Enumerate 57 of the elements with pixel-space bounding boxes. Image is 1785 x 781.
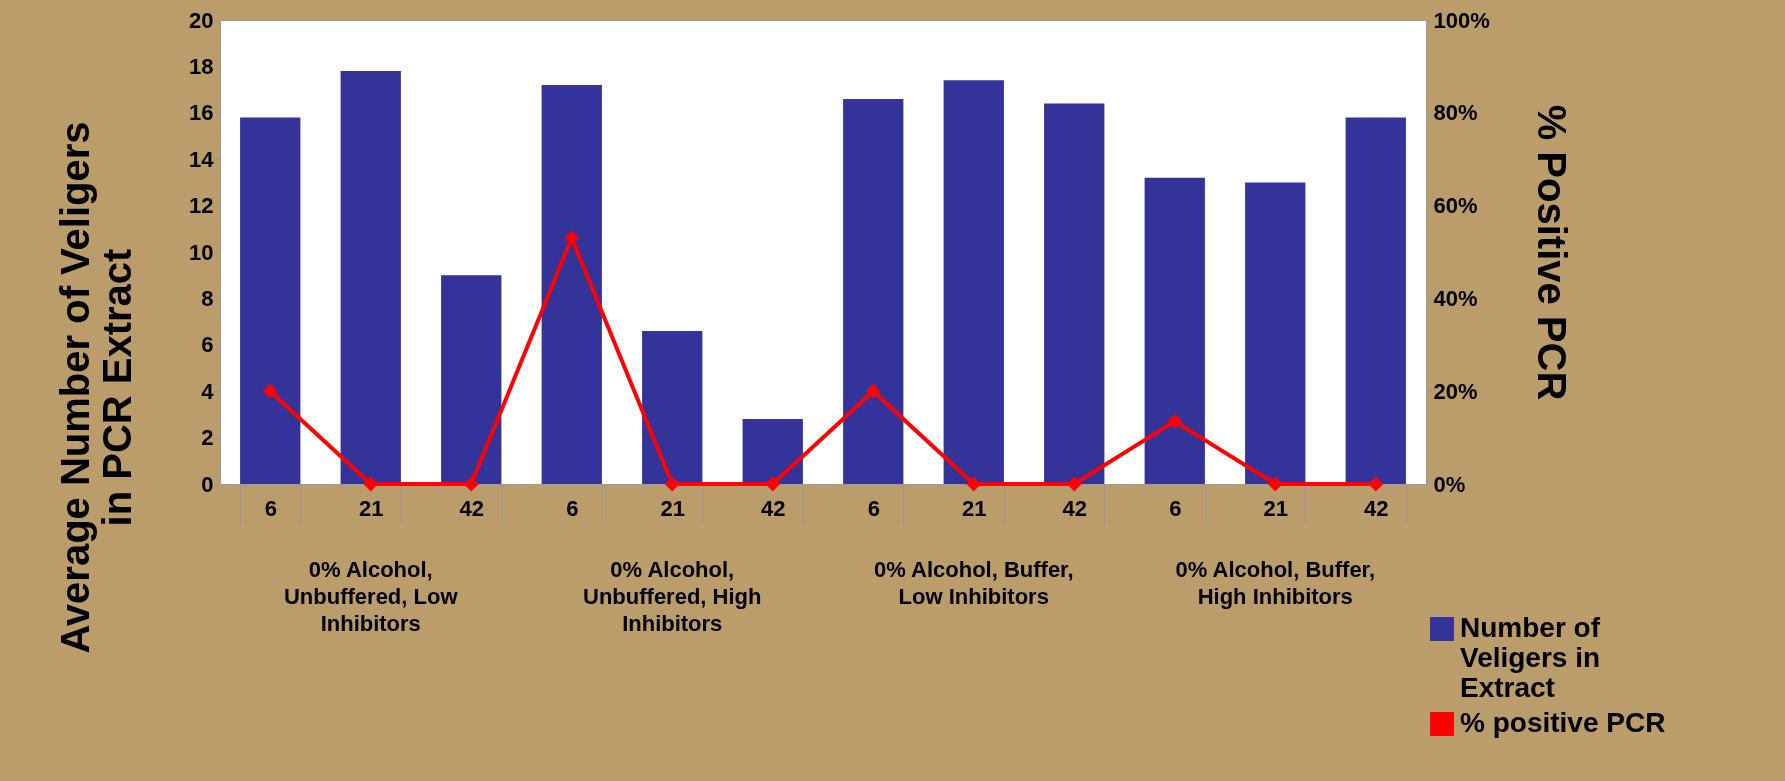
y-tick-label: 8 bbox=[201, 285, 214, 311]
bar bbox=[1245, 182, 1306, 484]
point bbox=[1167, 413, 1183, 429]
bar bbox=[1144, 177, 1205, 484]
y-tick-label: 6 bbox=[201, 332, 214, 358]
x-tick-label: 42 bbox=[459, 495, 484, 521]
y-tick-label: 18 bbox=[189, 53, 214, 79]
x-tick-label: 21 bbox=[1263, 495, 1288, 521]
bar bbox=[441, 275, 502, 484]
y-tick-label: 0 bbox=[201, 471, 214, 497]
point bbox=[1368, 476, 1384, 492]
x-tick-label: 42 bbox=[1062, 495, 1087, 521]
x-tick-label: 21 bbox=[660, 495, 685, 521]
bar bbox=[1345, 117, 1406, 484]
y-tick-label: 14 bbox=[189, 146, 215, 172]
text: 0% Alcohol, Buffer, Low Inhibitors bbox=[873, 557, 1074, 609]
y2-tick-label: 0% bbox=[1433, 471, 1466, 497]
x-tick-label: 6 bbox=[264, 495, 277, 521]
y-tick-label: 20 bbox=[189, 7, 214, 33]
legend-label: % positive PCR bbox=[1460, 707, 1666, 738]
y2-tick-label: 100% bbox=[1433, 7, 1490, 33]
x-tick-label: 6 bbox=[867, 495, 880, 521]
point bbox=[865, 383, 881, 399]
x-tick-label: 6 bbox=[566, 495, 579, 521]
text: 0% Alcohol, Buffer, High Inhibitors bbox=[1175, 557, 1376, 609]
point bbox=[664, 476, 680, 492]
y2-tick-label: 20% bbox=[1433, 378, 1478, 404]
y-tick-label: 12 bbox=[189, 193, 214, 219]
x-tick-label: 42 bbox=[1364, 495, 1389, 521]
bar bbox=[642, 330, 703, 484]
x-tick-label: 42 bbox=[761, 495, 786, 521]
y-axis-title: Average Number of Veligers in PCR Extract bbox=[53, 121, 140, 654]
point bbox=[262, 383, 278, 399]
point bbox=[1267, 476, 1283, 492]
y2-tick-label: 80% bbox=[1433, 100, 1478, 126]
point bbox=[765, 476, 781, 492]
x-tick-label: 21 bbox=[359, 495, 384, 521]
bar bbox=[943, 80, 1004, 484]
y-tick-label: 10 bbox=[189, 239, 214, 265]
y2-tick-label: 40% bbox=[1433, 285, 1478, 311]
x-tick-label: 21 bbox=[962, 495, 987, 521]
y2-axis-title: % Positive PCR bbox=[1529, 104, 1574, 401]
bar bbox=[1044, 103, 1105, 484]
text: 0% Alcohol, Unbuffered, High Inhibitors bbox=[583, 557, 762, 636]
bar bbox=[240, 117, 301, 484]
y-tick-label: 4 bbox=[201, 378, 215, 404]
y2-tick-label: 60% bbox=[1433, 193, 1478, 219]
bar bbox=[843, 98, 904, 484]
text: 0% Alcohol, Unbuffered, Low Inhibitors bbox=[283, 557, 459, 636]
y-tick-label: 16 bbox=[189, 100, 214, 126]
bar bbox=[742, 419, 803, 484]
y-tick-label: 2 bbox=[201, 425, 214, 451]
bar bbox=[340, 71, 401, 484]
x-tick-label: 6 bbox=[1169, 495, 1182, 521]
point bbox=[564, 230, 580, 246]
bar bbox=[541, 84, 602, 484]
legend-label: Number of Veligers in Extract bbox=[1460, 612, 1601, 703]
